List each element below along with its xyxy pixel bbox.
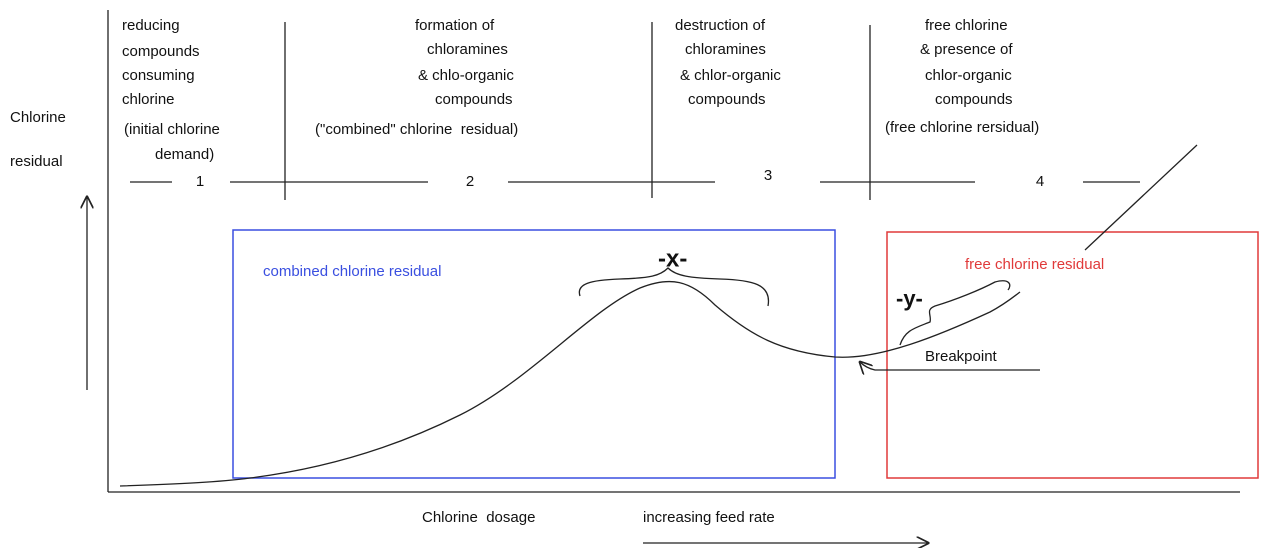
zone-number: 3 [764, 167, 772, 184]
zone-text: (free chlorine rersidual) [885, 119, 1039, 136]
brace-y [899, 280, 1011, 346]
zone-text: compounds [435, 91, 513, 108]
zone-number: 1 [196, 173, 204, 190]
y-label: residual [10, 153, 63, 170]
zone-number: 4 [1036, 173, 1044, 190]
zone-text: (initial chlorine [124, 121, 220, 138]
brace-x [578, 267, 770, 307]
zone-text: & chlo-organic [418, 67, 514, 84]
zone-text: chlorine [122, 91, 175, 108]
combined-box [232, 229, 836, 479]
zone-text: & chlor-organic [680, 67, 781, 84]
curve-extension [1084, 144, 1198, 251]
breakpoint-pointer [860, 362, 1040, 370]
zone-text: chloramines [427, 41, 508, 58]
zone-text: chloramines [685, 41, 766, 58]
zone-text: compounds [688, 91, 766, 108]
x-label: increasing feed rate [643, 509, 775, 526]
y-label: Chlorine [10, 109, 66, 126]
annotation: -x- [658, 245, 687, 272]
zone-text: reducing [122, 17, 180, 34]
x-label: Chlorine dosage [422, 509, 535, 526]
zone-text: consuming [122, 67, 195, 84]
zone-text: ("combined" chlorine residual) [315, 121, 518, 138]
curve [119, 280, 1021, 487]
zone-text: demand) [155, 146, 214, 163]
box-label: free chlorine residual [965, 256, 1104, 273]
zone-text: free chlorine [925, 17, 1008, 34]
zone-number: 2 [466, 173, 474, 190]
annotation: -y- [896, 286, 923, 311]
zone-text: destruction of [675, 17, 766, 34]
breakpoint-label: Breakpoint [925, 348, 998, 365]
box-label: combined chlorine residual [263, 263, 441, 280]
zone-text: compounds [935, 91, 1013, 108]
zone-text: & presence of [920, 41, 1013, 58]
zone-text: chlor-organic [925, 67, 1012, 84]
zone-text: formation of [415, 17, 495, 34]
free-box [886, 231, 1259, 479]
zone-text: compounds [122, 43, 200, 60]
